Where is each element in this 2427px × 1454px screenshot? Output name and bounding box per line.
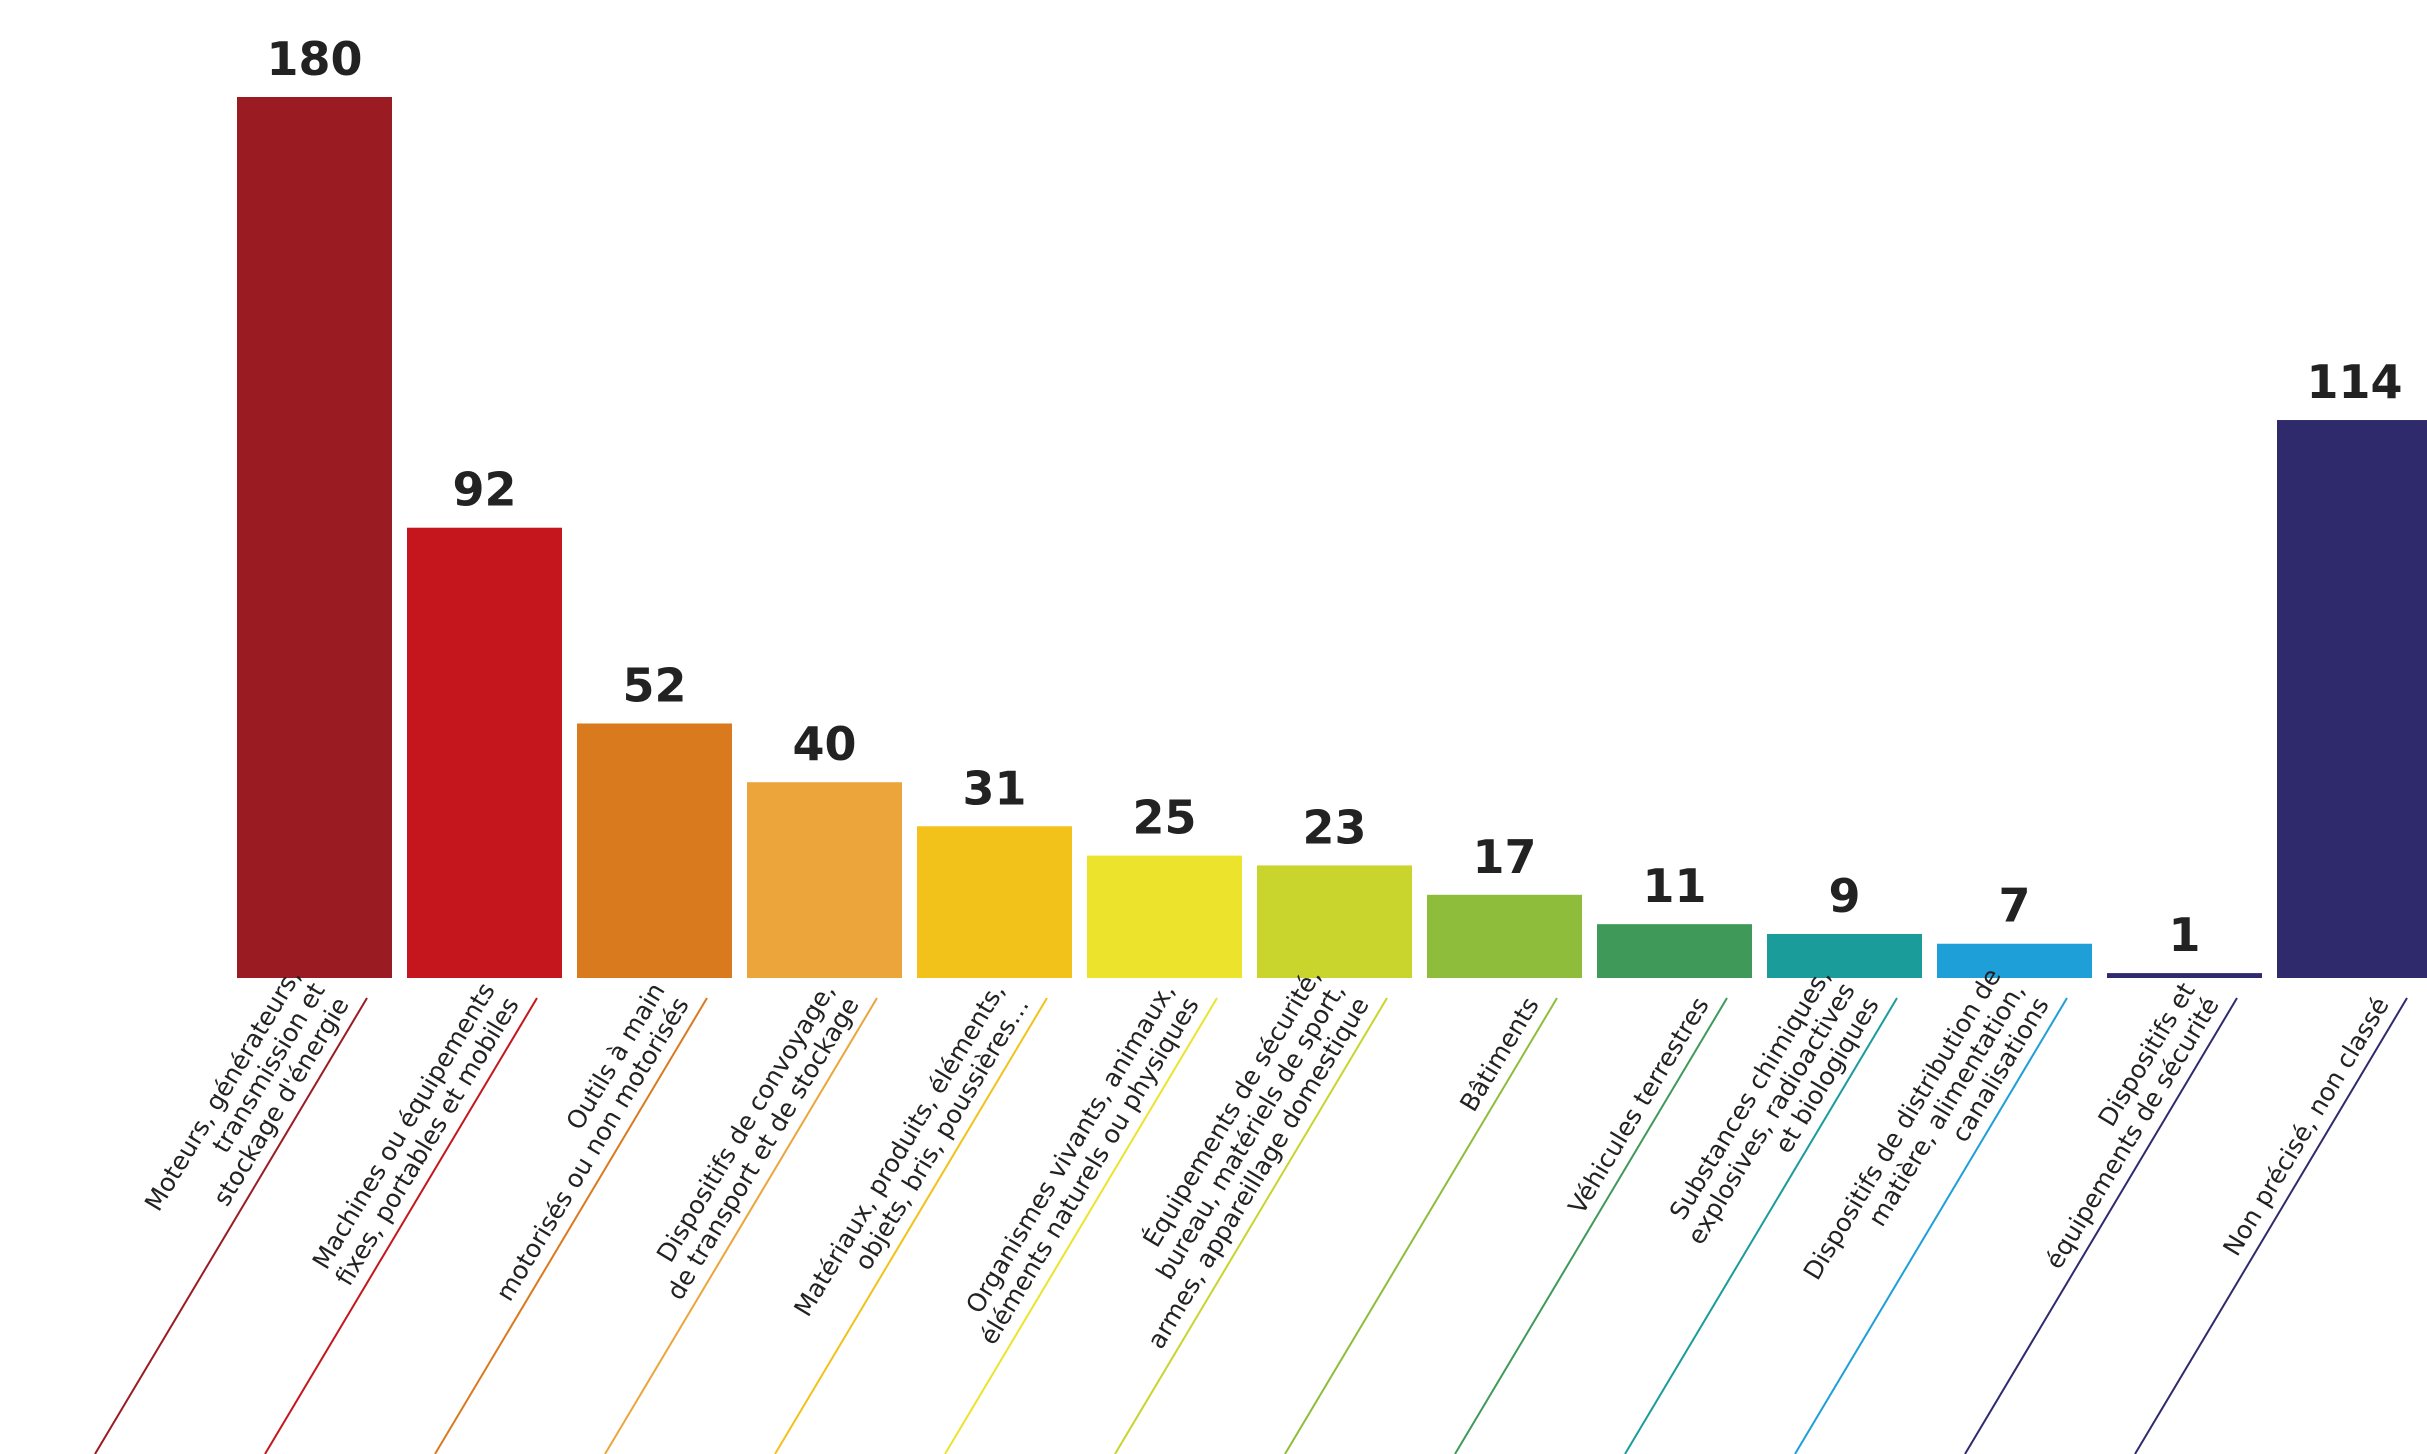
category-line: Bâtiments <box>1454 992 1545 1116</box>
leader-line <box>1114 997 1388 1454</box>
category-label: Bâtiments <box>1454 992 1545 1116</box>
value-label: 23 <box>1302 800 1366 854</box>
bar <box>1427 894 1582 978</box>
value-label: 7 <box>1998 879 2030 933</box>
category-label: Moteurs, générateurs,transmission etstoc… <box>139 963 355 1245</box>
bar <box>237 97 392 978</box>
value-label: 92 <box>452 463 516 517</box>
bar <box>1257 865 1412 978</box>
value-label: 17 <box>1472 830 1536 884</box>
bar <box>1087 855 1242 978</box>
bar <box>1597 924 1752 978</box>
bar <box>407 527 562 978</box>
value-label: 9 <box>1828 869 1860 923</box>
value-label: 40 <box>792 717 856 771</box>
leader-line <box>944 997 1218 1454</box>
value-label: 11 <box>1642 859 1706 913</box>
category-label: Non précisé, non classé <box>2217 992 2394 1261</box>
leader-line <box>434 997 708 1454</box>
leader-line <box>1964 997 2238 1454</box>
category-label: Dispositifs etéquipements de sécurité <box>2016 978 2225 1274</box>
leader-line <box>264 997 538 1454</box>
leader-line <box>1624 997 1898 1454</box>
leader-line <box>1794 997 2068 1454</box>
leader-line <box>2134 997 2408 1454</box>
category-line: fixes, portables et mobiles <box>330 992 525 1290</box>
category-line: matière, alimentation, <box>1862 978 2030 1232</box>
value-label: 114 <box>2306 355 2402 409</box>
leader-line <box>94 997 368 1454</box>
bar <box>2277 420 2427 978</box>
leader-line <box>1284 997 1558 1454</box>
leader-line <box>604 997 878 1454</box>
bar <box>577 723 732 978</box>
category-line: équipements de sécurité <box>2040 992 2225 1274</box>
value-label: 25 <box>1132 791 1196 845</box>
bar <box>1937 943 2092 978</box>
value-label: 52 <box>622 658 686 712</box>
bar <box>2107 973 2262 978</box>
bar <box>1767 933 1922 978</box>
leader-line <box>774 997 1048 1454</box>
leader-line <box>1454 997 1728 1454</box>
value-label: 31 <box>962 761 1026 815</box>
bar <box>917 826 1072 978</box>
category-line: Non précisé, non classé <box>2217 992 2394 1261</box>
bar <box>747 782 902 978</box>
value-label: 180 <box>266 32 362 86</box>
value-label: 1 <box>2168 908 2200 962</box>
